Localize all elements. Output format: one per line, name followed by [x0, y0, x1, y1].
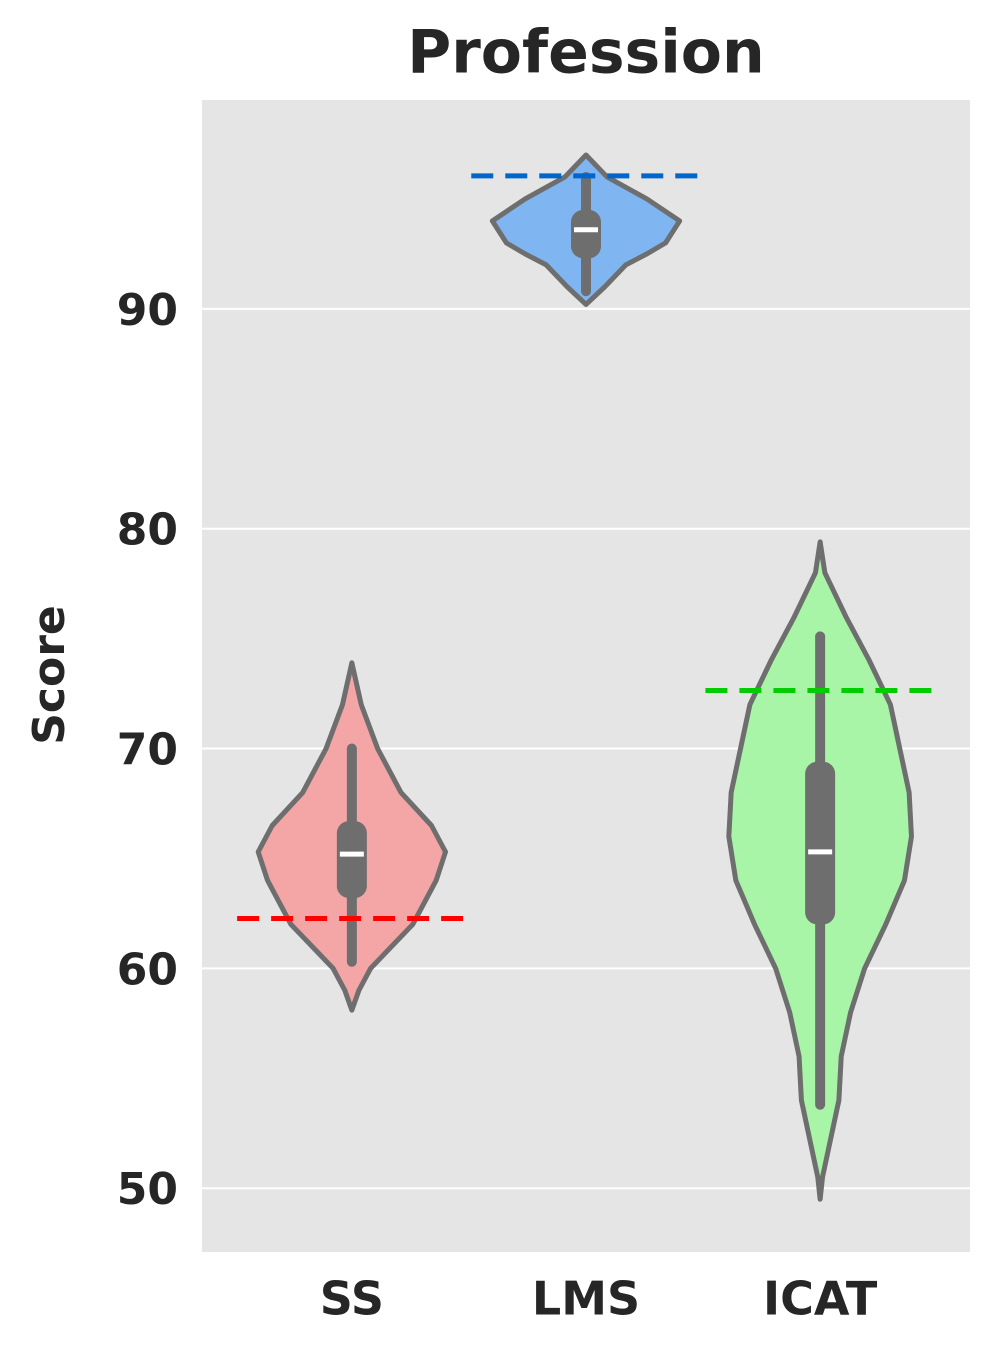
- x-tick-label: ICAT: [763, 1272, 878, 1326]
- y-tick-label: 60: [117, 944, 178, 995]
- chart-title: Profession: [407, 18, 765, 88]
- x-tick-label: LMS: [532, 1272, 640, 1326]
- y-tick-label: 50: [117, 1164, 178, 1215]
- y-tick-label: 80: [117, 505, 178, 556]
- iqr-box: [336, 821, 367, 899]
- iqr-box: [571, 209, 601, 259]
- iqr-box: [805, 761, 836, 925]
- x-tick-label: SS: [320, 1272, 384, 1326]
- y-axis-label: Score: [24, 605, 75, 745]
- y-tick-label: 70: [117, 725, 178, 776]
- y-tick-label: 90: [117, 285, 178, 336]
